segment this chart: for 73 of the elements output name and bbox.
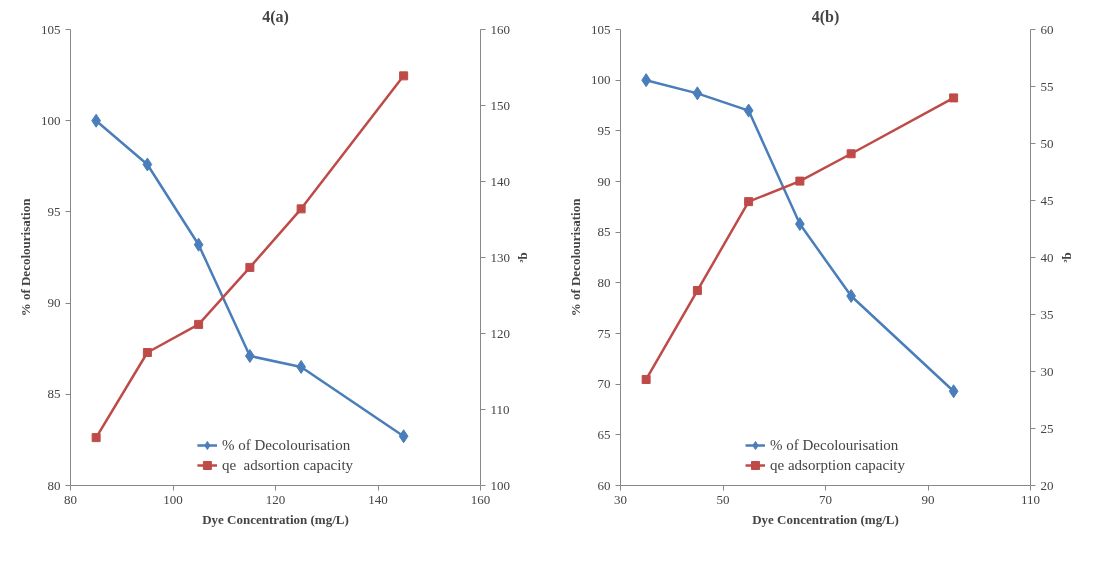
y-axis-title: % of Decolourisation — [568, 197, 583, 317]
y-tick-label: 105 — [41, 21, 61, 37]
x-tick-label: 120 — [265, 491, 286, 507]
y2-tick-label: 20 — [1040, 477, 1054, 493]
y2-axis-title: qₑ — [1061, 252, 1077, 264]
x-axis-title: Dye Concentration (mg/L) — [752, 511, 899, 527]
point — [692, 286, 702, 296]
y-tick-label: 100 — [591, 72, 611, 88]
x-tick-label: 70 — [819, 491, 832, 507]
y-tick-label: 85 — [47, 386, 61, 402]
y2-tick-label: 50 — [1040, 135, 1054, 151]
point — [142, 157, 153, 172]
chart-title: 4(a) — [262, 7, 289, 26]
y-tick-label: 90 — [47, 295, 61, 311]
x-tick-label: 110 — [1020, 491, 1041, 507]
point — [399, 71, 409, 81]
y-tick-label: 85 — [597, 224, 611, 240]
point — [846, 149, 856, 159]
point — [949, 93, 959, 103]
point — [194, 319, 204, 329]
x-tick-label: 50 — [716, 491, 730, 507]
y-tick-label: 65 — [597, 426, 611, 442]
legend-label: qe adsortion capacity — [221, 456, 354, 474]
y-tick-label: 80 — [597, 274, 611, 290]
point — [795, 176, 805, 186]
point — [692, 86, 703, 101]
x-axis-title: Dye Concentration (mg/L) — [202, 511, 349, 527]
y2-tick-label: 120 — [490, 325, 510, 341]
y2-axis-title: qₑ — [518, 252, 533, 264]
x-tick-label: 90 — [921, 491, 935, 507]
y2-tick-label: 150 — [490, 97, 510, 113]
point — [91, 433, 101, 443]
y2-tick-label: 130 — [490, 249, 510, 265]
point — [398, 429, 409, 444]
y2-tick-label: 100 — [490, 477, 510, 493]
y-tick-label: 80 — [47, 477, 61, 493]
chart-title: 4(b) — [811, 7, 840, 26]
x-tick-label: 100 — [163, 491, 183, 507]
x-tick-label: 140 — [368, 491, 388, 507]
point — [948, 384, 959, 399]
y2-tick-label: 40 — [1040, 249, 1054, 265]
y-tick-label: 90 — [597, 173, 611, 189]
y-axis-title: % of Decolourisation — [18, 197, 33, 317]
y-tick-label: 100 — [41, 112, 61, 128]
y2-tick-label: 160 — [490, 21, 510, 37]
y-tick-label: 95 — [47, 203, 61, 219]
x-tick-label: 80 — [64, 491, 77, 507]
y-tick-label: 95 — [597, 122, 611, 138]
point — [193, 237, 204, 252]
x-tick-label: 30 — [614, 491, 627, 507]
legend-label: % of Decolourisation — [770, 436, 899, 454]
y2-tick-label: 60 — [1040, 21, 1054, 37]
y-tick-label: 75 — [597, 325, 611, 341]
point — [296, 204, 306, 214]
y2-tick-label: 140 — [490, 173, 510, 189]
point — [744, 197, 754, 207]
x-tick-label: 160 — [470, 491, 491, 507]
y2-tick-label: 25 — [1040, 420, 1054, 436]
y-tick-label: 60 — [597, 477, 611, 493]
y-tick-label: 70 — [597, 376, 611, 392]
y2-tick-label: 55 — [1040, 78, 1054, 94]
y2-tick-label: 30 — [1040, 363, 1054, 379]
point — [245, 349, 255, 363]
y2-tick-label: 45 — [1040, 192, 1054, 208]
legend-label: qe adsorption capacity — [770, 456, 905, 474]
y2-tick-label: 35 — [1040, 306, 1054, 322]
point — [641, 374, 651, 384]
point — [743, 103, 754, 118]
point — [245, 262, 255, 272]
y2-tick-label: 110 — [490, 401, 510, 417]
point — [142, 348, 152, 357]
y-tick-label: 105 — [591, 21, 611, 37]
legend-label: % of Decolourisation — [221, 436, 351, 454]
